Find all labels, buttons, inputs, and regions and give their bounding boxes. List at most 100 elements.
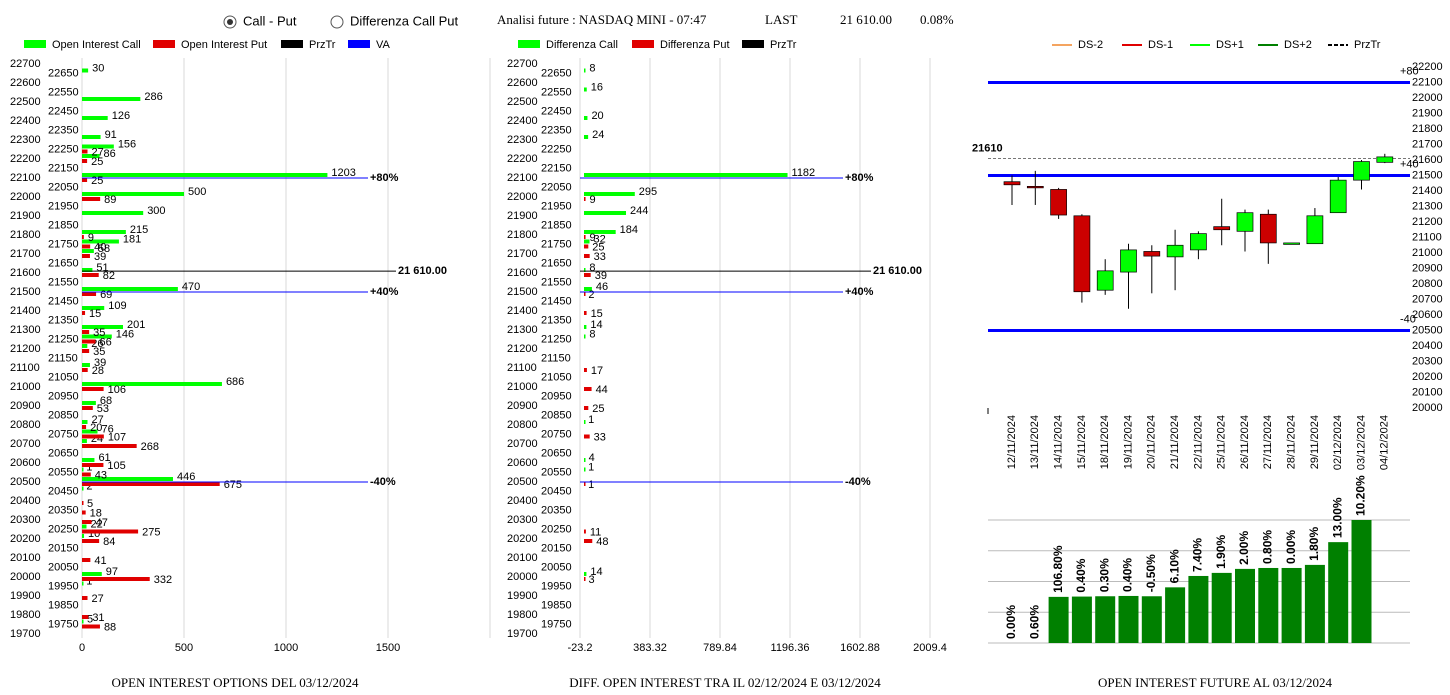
value-label: 446 <box>177 471 195 483</box>
level-label: +40% <box>845 286 874 298</box>
legend-label: Open Interest Call <box>52 39 141 51</box>
radio-label[interactable]: Call - Put <box>243 13 297 28</box>
y-tick-label: 20050 <box>541 561 572 573</box>
bar <box>82 230 126 234</box>
candle-body <box>1050 189 1067 216</box>
bar <box>82 572 102 576</box>
bar <box>82 244 91 249</box>
bar <box>583 192 635 196</box>
bar <box>1211 572 1232 643</box>
candle-body <box>1073 215 1091 293</box>
bar <box>583 273 591 277</box>
bar <box>1095 596 1116 643</box>
y-tick-label: 22200 <box>10 153 41 165</box>
value-label: 184 <box>620 224 638 236</box>
date-label: 18/11/2024 <box>1099 415 1111 469</box>
bar <box>583 572 587 576</box>
value-label: 244 <box>630 205 648 217</box>
bar <box>583 467 586 472</box>
y-tick-label: 22500 <box>10 96 41 108</box>
legend-label: Open Interest Put <box>181 39 267 51</box>
y-tick-label: 20800 <box>1412 278 1443 290</box>
value-label: 686 <box>226 376 244 388</box>
y-tick-label: 21250 <box>48 333 79 345</box>
bar <box>82 192 184 196</box>
bar-label: 0.40% <box>1074 558 1088 592</box>
radio-button[interactable] <box>330 15 344 29</box>
last-label: 21610 <box>972 142 1003 154</box>
y-tick-label: 20300 <box>10 514 41 526</box>
y-tick-label: 22700 <box>507 58 538 70</box>
y-tick-label: 22150 <box>48 162 79 174</box>
y-tick-label: 20000 <box>1412 402 1443 414</box>
value-label: 20 <box>591 110 603 122</box>
bar <box>1118 595 1139 643</box>
bar <box>1304 564 1325 643</box>
date-label: 26/11/2024 <box>1239 415 1251 469</box>
y-tick-label: 20850 <box>541 409 572 421</box>
chart-title: OPEN INTEREST OPTIONS DEL 03/12/2024 <box>112 675 360 690</box>
value-label: 82 <box>103 270 115 282</box>
value-label: 15 <box>89 308 101 320</box>
bar <box>82 501 84 505</box>
bar <box>583 287 592 291</box>
y-tick-label: 20650 <box>48 447 79 459</box>
value-label: 97 <box>106 566 118 578</box>
y-tick-label: 22350 <box>541 124 572 136</box>
date-label: 29/11/2024 <box>1309 415 1321 469</box>
bar-label: 0.30% <box>1097 558 1111 592</box>
value-label: 20 <box>90 422 102 434</box>
y-tick-label: 21150 <box>541 352 571 364</box>
y-tick-label: 21650 <box>541 257 572 269</box>
y-tick-label: 21800 <box>10 229 41 241</box>
bar <box>583 230 616 234</box>
legend-label: DS+2 <box>1284 39 1312 51</box>
y-tick-label: 21300 <box>507 324 538 336</box>
value-label: 27 <box>92 146 104 158</box>
value-label: 68 <box>100 395 112 407</box>
bar <box>82 239 119 244</box>
value-label: 48 <box>596 536 608 548</box>
y-tick-label: 22200 <box>507 153 538 165</box>
value-label: 66 <box>99 336 111 348</box>
candle-body <box>1259 213 1277 244</box>
bar <box>82 292 97 296</box>
bar <box>82 287 178 291</box>
level-label: +80% <box>370 172 399 184</box>
bar <box>1281 567 1302 643</box>
value-label: 3 <box>589 574 595 586</box>
y-tick-label: 20450 <box>541 485 572 497</box>
bar <box>82 311 86 315</box>
legend-label: DS-2 <box>1078 39 1103 51</box>
y-tick-label: 19850 <box>541 599 572 611</box>
y-tick-label: 20950 <box>48 390 79 402</box>
value-label: 35 <box>93 346 105 358</box>
bar <box>583 68 586 73</box>
value-label: 53 <box>97 403 109 415</box>
y-tick-label: 21350 <box>48 314 79 326</box>
y-tick-label: 22650 <box>48 67 79 79</box>
value-label: 1 <box>588 479 594 491</box>
y-tick-label: 19700 <box>10 628 41 640</box>
bar <box>82 197 101 201</box>
value-label: 35 <box>93 327 105 339</box>
last-label: LAST <box>765 12 798 27</box>
value-label: 69 <box>100 289 112 301</box>
bar <box>82 254 90 258</box>
legend-label: Differenza Put <box>660 39 730 51</box>
y-tick-label: 20350 <box>541 504 572 516</box>
y-tick-label: 20850 <box>48 409 79 421</box>
date-label: 02/12/2024 <box>1332 415 1344 470</box>
x-tick-label: 1500 <box>376 642 400 654</box>
legend-label: DS+1 <box>1216 39 1244 51</box>
bar <box>82 624 100 629</box>
level-label: +40 <box>1400 158 1419 170</box>
bar <box>82 425 87 429</box>
value-label: 30 <box>92 62 104 74</box>
value-label: 25 <box>592 241 604 253</box>
bar <box>82 406 93 410</box>
bar <box>583 87 587 92</box>
y-tick-label: 21000 <box>507 381 538 393</box>
y-tick-label: 21950 <box>48 200 79 212</box>
radio-label[interactable]: Differenza Call Put <box>350 13 459 28</box>
